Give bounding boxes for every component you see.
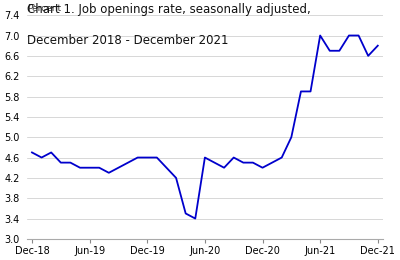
Text: December 2018 - December 2021: December 2018 - December 2021	[27, 34, 229, 47]
Text: Percent: Percent	[27, 4, 61, 13]
Text: Chart 1. Job openings rate, seasonally adjusted,: Chart 1. Job openings rate, seasonally a…	[27, 3, 311, 16]
